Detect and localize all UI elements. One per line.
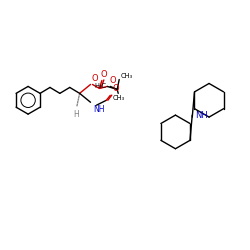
Text: CH₃: CH₃ [112, 95, 124, 101]
Text: O: O [109, 76, 116, 86]
Text: H₃C: H₃C [94, 84, 106, 89]
Text: NH: NH [195, 110, 208, 120]
Text: H: H [73, 110, 78, 119]
Text: O: O [92, 74, 98, 84]
Text: O: O [112, 84, 119, 93]
Text: CH₃: CH₃ [120, 72, 132, 78]
Text: O: O [100, 70, 107, 78]
Text: NH: NH [94, 105, 105, 114]
